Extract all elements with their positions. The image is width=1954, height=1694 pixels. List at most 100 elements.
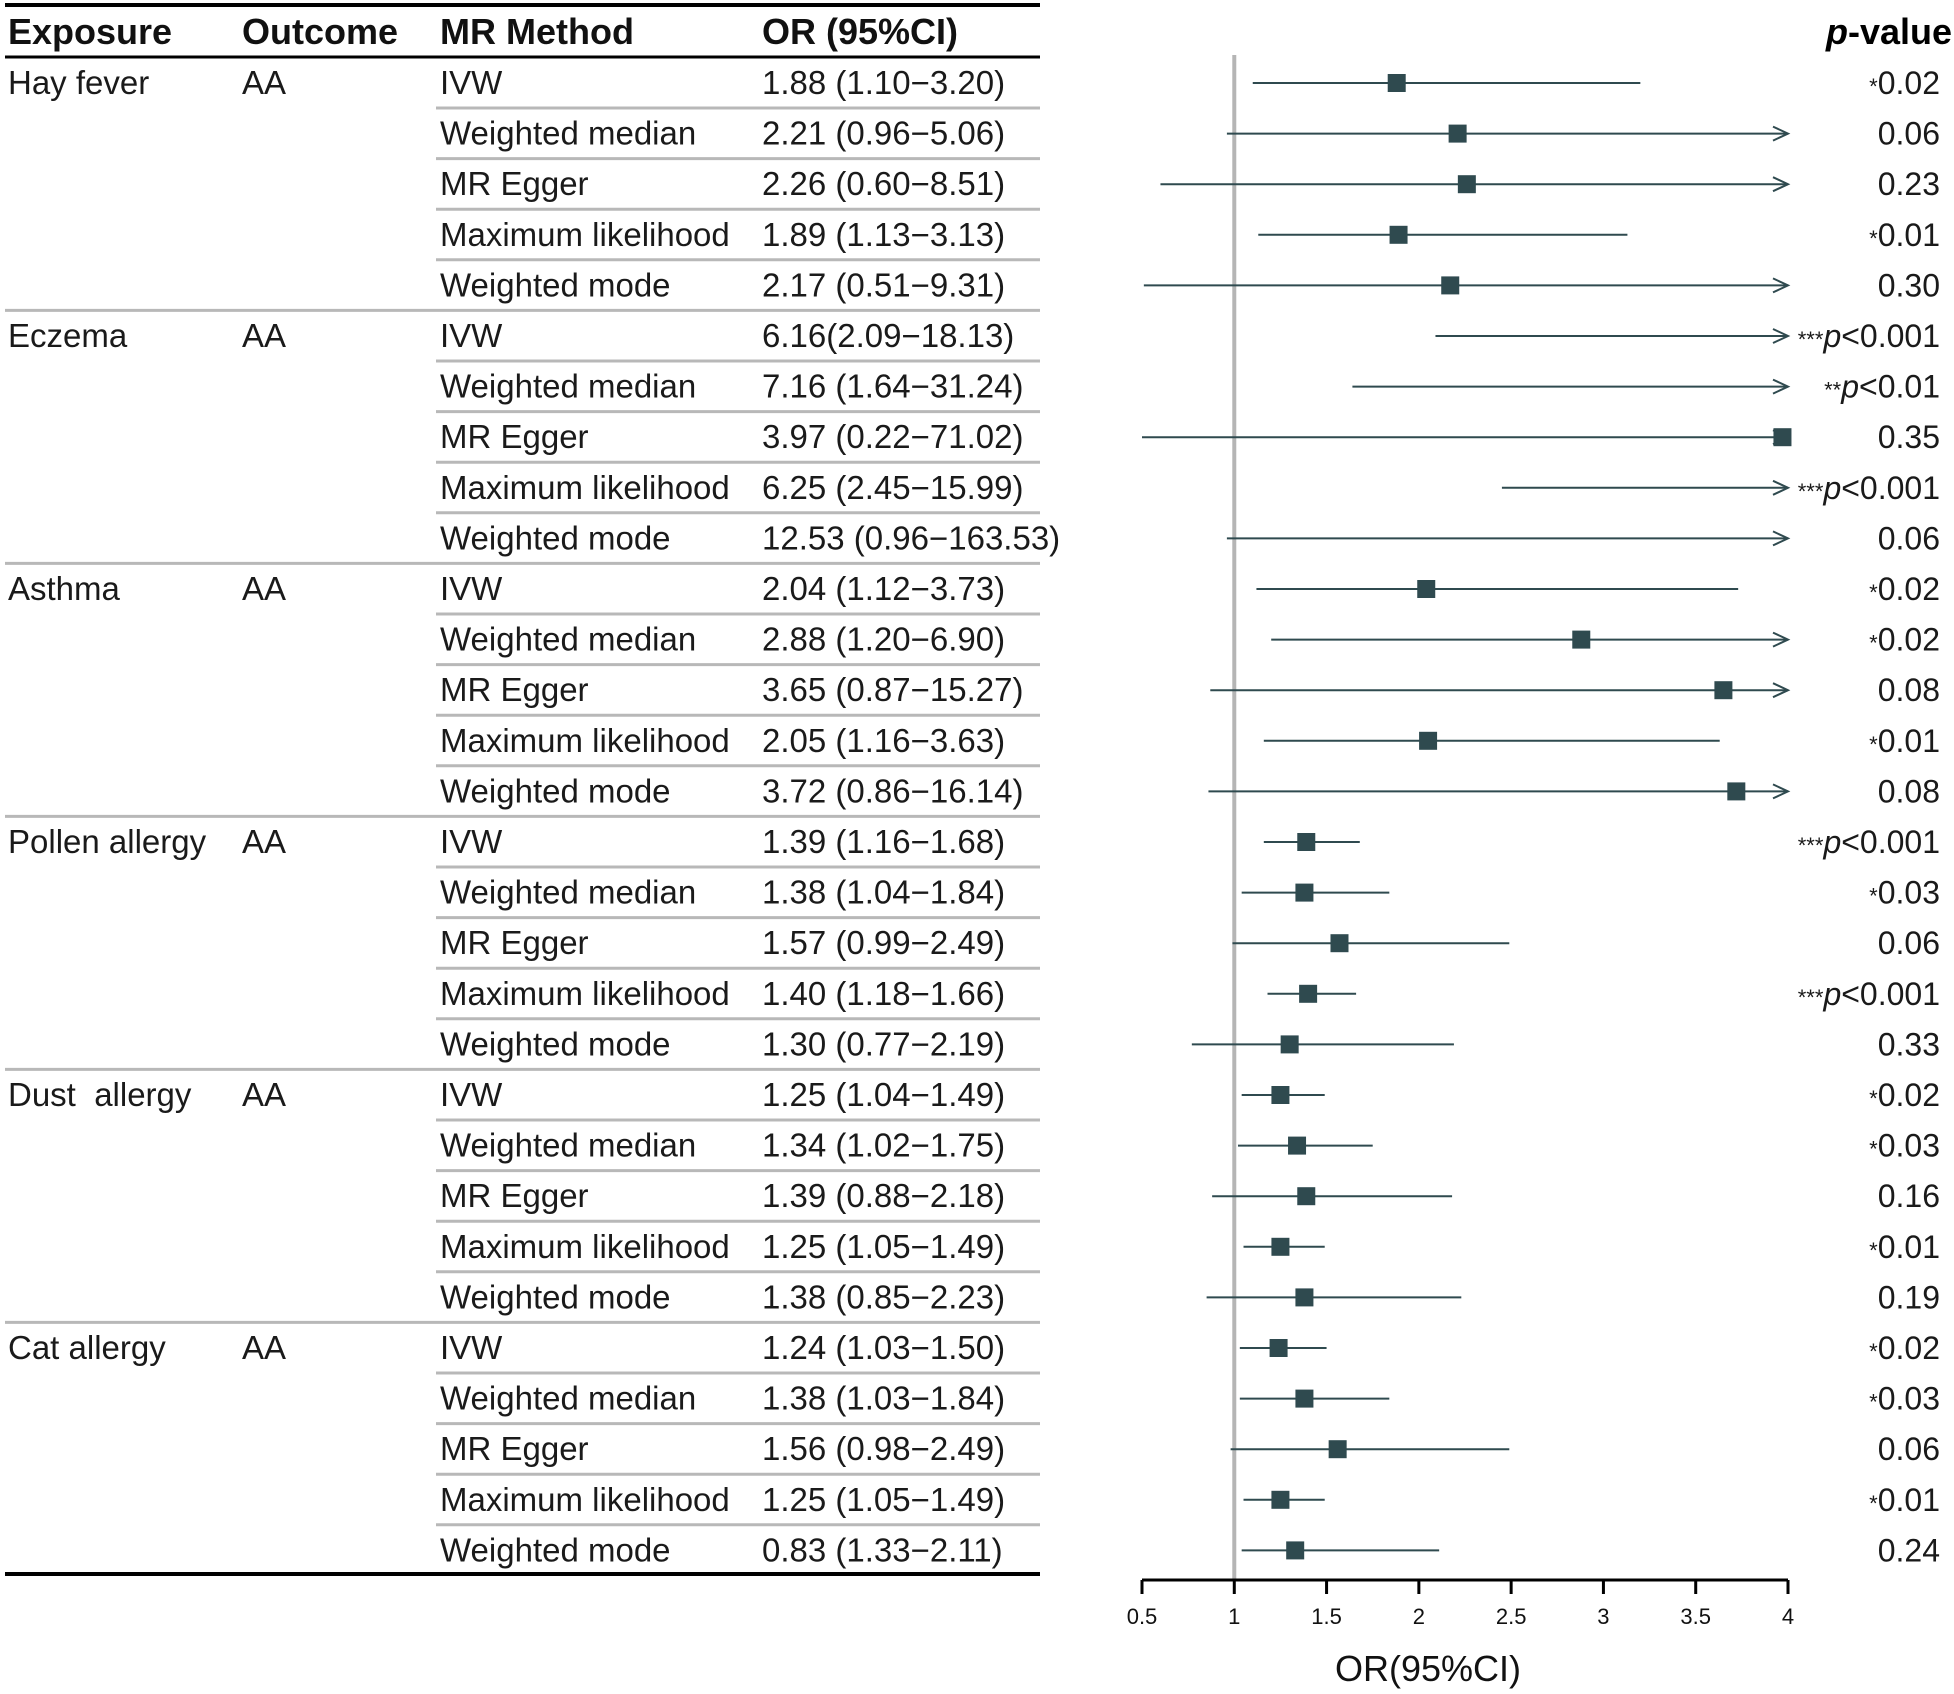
cell-or-ci: 1.39 (0.88−2.18)	[762, 1177, 1005, 1214]
p-stars: *	[1869, 1491, 1878, 1516]
or-marker	[1269, 1339, 1288, 1357]
cell-method: Weighted median	[440, 115, 696, 152]
cell-or-ci: 1.24 (1.03−1.50)	[762, 1329, 1005, 1366]
p-number: 0.08	[1878, 672, 1940, 708]
cell-or-ci: 1.40 (1.18−1.66)	[762, 975, 1005, 1012]
x-tick-label: 0.5	[1127, 1604, 1158, 1629]
ci-arrow	[1772, 176, 1791, 193]
p-italic: p	[1822, 976, 1841, 1012]
x-tick-label: 2	[1413, 1604, 1425, 1629]
p-number: 0.30	[1878, 267, 1940, 303]
or-marker	[1417, 580, 1436, 598]
cell-or-ci: 3.65 (0.87−15.27)	[762, 671, 1023, 708]
or-marker	[1286, 1541, 1305, 1560]
cell-method: Weighted mode	[440, 266, 671, 303]
or-marker	[1389, 225, 1408, 244]
ci-arrow	[1772, 631, 1791, 648]
cell-exposure: Pollen allergy	[8, 823, 207, 860]
cell-method: MR Egger	[440, 924, 589, 961]
cell-or-ci: 2.88 (1.20−6.90)	[762, 621, 1005, 658]
cell-method: Maximum likelihood	[440, 469, 730, 506]
p-italic: p	[1822, 318, 1841, 354]
cell-method: Weighted mode	[440, 772, 671, 809]
p-number: 0.19	[1878, 1279, 1940, 1315]
cell-method: Maximum likelihood	[440, 216, 730, 253]
cell-or-ci: 6.16(2.09−18.13)	[762, 317, 1014, 354]
p-number: 0.24	[1878, 1532, 1940, 1568]
p-number: <0.001	[1841, 470, 1940, 506]
p-number: 0.23	[1878, 166, 1940, 202]
cell-or-ci: 7.16 (1.64−31.24)	[762, 368, 1023, 405]
p-value: 0.08	[1878, 773, 1940, 809]
p-value: ***p<0.001	[1798, 318, 1940, 354]
cell-method: IVW	[440, 823, 503, 860]
p-value: 0.06	[1878, 116, 1940, 152]
p-value: 0.19	[1878, 1279, 1940, 1315]
cell-or-ci: 0.83 (1.33−2.11)	[762, 1531, 1003, 1568]
header-method: MR Method	[440, 11, 634, 52]
cell-or-ci: 2.17 (0.51−9.31)	[762, 266, 1005, 303]
p-stars: *	[1869, 1339, 1878, 1364]
cell-or-ci: 1.38 (1.03−1.84)	[762, 1380, 1005, 1417]
or-marker	[1714, 681, 1733, 700]
cell-or-ci: 2.05 (1.16−3.63)	[762, 722, 1005, 759]
or-marker	[1295, 1389, 1314, 1408]
x-tick-label: 3	[1597, 1604, 1609, 1629]
cell-method: Weighted median	[440, 621, 696, 658]
p-value: *0.02	[1869, 65, 1940, 101]
ci-arrow	[1772, 378, 1791, 395]
p-number: <0.001	[1841, 318, 1940, 354]
p-stars: *	[1869, 1086, 1878, 1111]
header-p-value: p-value	[1825, 11, 1952, 52]
cell-exposure: Dust allergy	[8, 1076, 192, 1113]
cell-method: Weighted mode	[440, 519, 671, 556]
cell-or-ci: 1.56 (0.98−2.49)	[762, 1430, 1005, 1467]
or-marker	[1419, 731, 1438, 750]
p-number: 0.02	[1878, 622, 1940, 658]
p-value: 0.23	[1878, 166, 1940, 202]
p-number: 0.33	[1878, 1026, 1940, 1062]
cell-method: IVW	[440, 570, 503, 607]
or-marker	[1288, 1136, 1307, 1155]
or-marker	[1441, 276, 1460, 295]
p-value: *0.03	[1869, 875, 1940, 911]
cell-method: IVW	[440, 1076, 503, 1113]
p-number: 0.01	[1878, 1482, 1940, 1518]
cell-outcome: AA	[242, 317, 286, 354]
x-tick-label: 4	[1782, 1604, 1794, 1629]
p-stars: ***	[1798, 833, 1824, 858]
ci-arrow	[1772, 783, 1791, 800]
or-marker	[1297, 1187, 1316, 1206]
cell-outcome: AA	[242, 64, 286, 101]
table-cells: Hay fever AA IVW 1.88 (1.10−3.20) Weighted m…	[8, 64, 1060, 1568]
x-tick-label: 2.5	[1496, 1604, 1527, 1629]
or-marker	[1572, 630, 1591, 649]
p-value: *0.01	[1869, 723, 1940, 759]
or-marker	[1280, 1035, 1299, 1054]
cell-or-ci: 2.04 (1.12−3.73)	[762, 570, 1005, 607]
p-stars: *	[1869, 1238, 1878, 1263]
ci-arrow	[1772, 530, 1791, 547]
cell-or-ci: 1.25 (1.05−1.49)	[762, 1228, 1005, 1265]
p-number: 0.01	[1878, 217, 1940, 253]
or-marker	[1271, 1237, 1290, 1256]
p-value: *0.03	[1869, 1128, 1940, 1164]
or-marker	[1295, 883, 1314, 902]
p-stars: *	[1869, 580, 1878, 605]
p-stars: ***	[1798, 985, 1824, 1010]
x-axis: OR(95%CI) 0.5 1 1.5 2 2.5 3 3.5 4	[1127, 1578, 1794, 1689]
cell-or-ci: 1.57 (0.99−2.49)	[762, 924, 1005, 961]
cell-method: IVW	[440, 317, 503, 354]
p-stars: *	[1869, 1390, 1878, 1415]
cell-or-ci: 1.34 (1.02−1.75)	[762, 1127, 1005, 1164]
cell-method: Weighted median	[440, 1380, 696, 1417]
p-stars: **	[1824, 378, 1842, 403]
cell-method: MR Egger	[440, 1430, 589, 1467]
header-p-italic: p	[1825, 11, 1848, 52]
cell-outcome: AA	[242, 570, 286, 607]
p-number: 0.03	[1878, 1381, 1940, 1417]
cell-or-ci: 1.88 (1.10−3.20)	[762, 64, 1005, 101]
p-number: 0.03	[1878, 875, 1940, 911]
plot-area	[1142, 55, 1792, 1580]
p-italic: p	[1840, 369, 1859, 405]
